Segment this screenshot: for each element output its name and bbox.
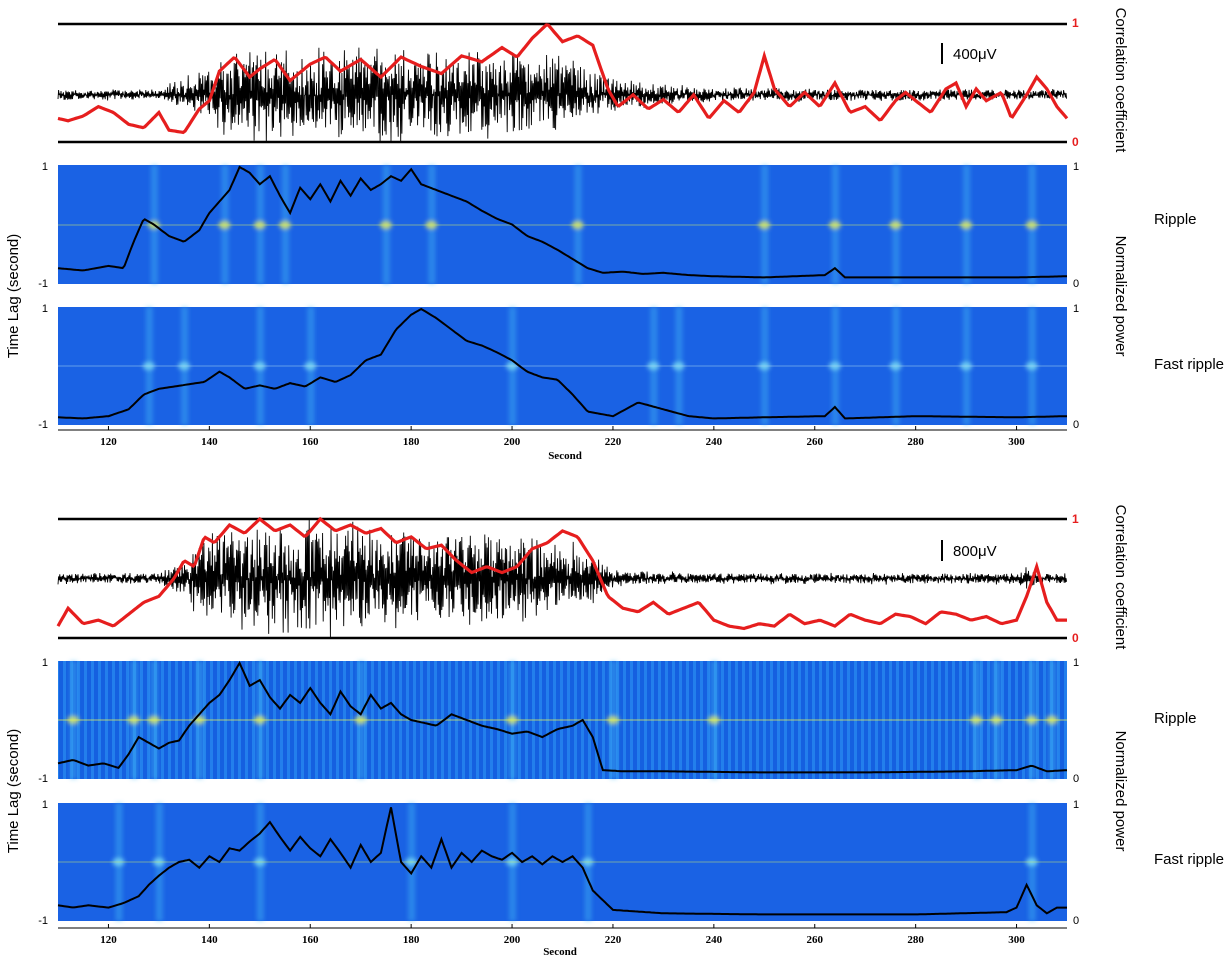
x-tick-label: 280	[907, 436, 924, 448]
ripple-lag-tick-top-2: 1	[42, 657, 48, 669]
fast-ripple-panel-1: 1 -1 1 0 Fast ripple	[38, 303, 1224, 431]
ripple-lag-tick-bottom-2: -1	[38, 773, 48, 785]
ripple-power-tick-bottom-1: 0	[1073, 278, 1079, 290]
x-axis-1: 120 140 160 180 200 220 240 260 280 300	[58, 426, 1067, 448]
x-tick-label: 180	[403, 934, 420, 946]
fr-power-tick-top-2: 1	[1073, 799, 1079, 811]
ripple-lag-tick-top-1: 1	[42, 161, 48, 173]
x-tick-label: 260	[807, 436, 824, 448]
x-tick-label: 200	[504, 436, 521, 448]
corr-tick-1-top-2: 1	[1072, 512, 1079, 526]
x-tick-label: 300	[1008, 436, 1025, 448]
x-tick-label: 240	[706, 436, 723, 448]
ripple-power-tick-top-2: 1	[1073, 657, 1079, 669]
fast-ripple-power-line-2	[57, 807, 1067, 916]
fr-lag-tick-bottom-2: -1	[38, 915, 48, 927]
correlation-line-2	[56, 516, 1067, 631]
top-panel-1: 400μV 1 0 Correlation coefficient	[57, 8, 1129, 154]
top-panel-2: 800μV 1 0 Correlation coefficient	[56, 505, 1129, 651]
x-tick-label: 180	[403, 436, 420, 448]
fr-lag-tick-bottom-1: -1	[38, 419, 48, 431]
fr-lag-tick-top-1: 1	[42, 303, 48, 315]
x-axis-2: 120 140 160 180 200 220 240 260 280 300	[58, 924, 1067, 946]
ripple-power-tick-bottom-2: 0	[1073, 773, 1079, 785]
eeg-trace-2	[57, 519, 1068, 638]
x-tick-label: 160	[302, 436, 319, 448]
eeg-trace-1	[57, 47, 1068, 144]
fr-lag-tick-top-2: 1	[42, 799, 48, 811]
x-tick-label: 160	[302, 934, 319, 946]
x-tick-label: 120	[100, 934, 117, 946]
ripple-power-tick-top-1: 1	[1073, 161, 1079, 173]
corr-axis-label-2: Correlation coefficient	[1112, 505, 1129, 651]
x-tick-label: 120	[100, 436, 117, 448]
time-lag-axis-label-1: Time Lag (second)	[5, 234, 22, 359]
ripple-label-2: Ripple	[1154, 710, 1197, 727]
figure-1: 400μV 1 0 Correlation coefficient 1 -1 1…	[5, 8, 1224, 462]
corr-tick-0-top-2: 0	[1072, 631, 1079, 645]
x-tick-label: 140	[201, 934, 218, 946]
x-tick-label: 280	[907, 934, 924, 946]
ripple-panel-2: 1 -1 1 0 Ripple	[38, 657, 1196, 785]
time-lag-axis-label-2: Time Lag (second)	[5, 729, 22, 854]
fast-ripple-label-2: Fast ripple	[1154, 851, 1224, 868]
ripple-panel-1: 1 -1 1 0 Ripple	[38, 161, 1196, 290]
figure-2: 800μV 1 0 Correlation coefficient 1 -1 1…	[5, 505, 1224, 958]
correlation-line-1	[57, 23, 1069, 135]
fr-power-tick-bottom-1: 0	[1073, 419, 1079, 431]
normalized-power-axis-label-2: Normalized power	[1112, 731, 1129, 852]
x-tick-label: 240	[706, 934, 723, 946]
scale-bar-label-1: 400μV	[953, 46, 997, 63]
ripple-power-line-2	[57, 660, 1068, 774]
x-tick-label: 220	[605, 934, 622, 946]
x-tick-label: 140	[201, 436, 218, 448]
x-tick-label: 200	[504, 934, 521, 946]
corr-tick-0-top: 0	[1072, 135, 1079, 149]
fast-ripple-panel-2: 1 -1 1 0 Fast ripple	[38, 799, 1224, 927]
x-tick-label: 300	[1008, 934, 1025, 946]
normalized-power-axis-label-1: Normalized power	[1112, 236, 1129, 357]
corr-tick-1-top: 1	[1072, 16, 1079, 30]
fast-ripple-power-line-1	[57, 307, 1067, 420]
ripple-label-1: Ripple	[1154, 211, 1197, 228]
x-tick-label: 220	[605, 436, 622, 448]
x-axis-label-1: Second	[548, 450, 582, 462]
x-tick-label: 260	[807, 934, 824, 946]
ripple-lag-tick-bottom-1: -1	[38, 278, 48, 290]
fr-power-tick-top-1: 1	[1073, 303, 1079, 315]
fast-ripple-label-1: Fast ripple	[1154, 356, 1224, 373]
fr-power-tick-bottom-2: 0	[1073, 915, 1079, 927]
scale-bar-label-2: 800μV	[953, 543, 997, 560]
corr-axis-label-1: Correlation coefficient	[1112, 8, 1129, 154]
ripple-power-line-1	[57, 165, 1067, 279]
x-axis-label-2: Second	[543, 946, 577, 958]
